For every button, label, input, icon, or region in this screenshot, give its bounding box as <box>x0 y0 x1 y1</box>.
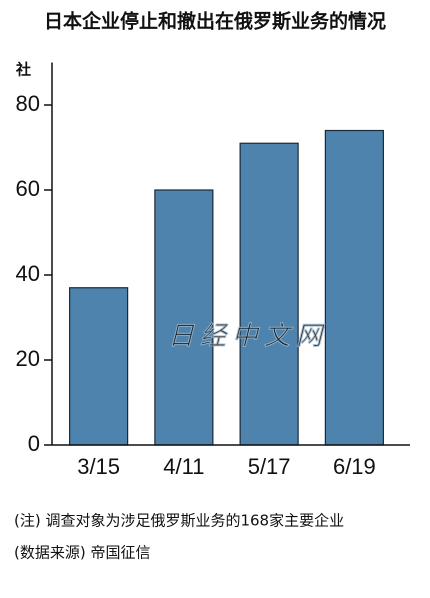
y-axis-unit: 社 <box>15 61 31 79</box>
bar <box>69 287 129 446</box>
y-tick-label: 60 <box>16 176 40 201</box>
x-tick-label: 6/19 <box>333 454 376 479</box>
x-tick-label: 3/15 <box>77 454 120 479</box>
source: (数据来源) 帝国征信 <box>14 544 150 562</box>
chart-title: 日本企业停止和撤出在俄罗斯业务的情况 <box>44 10 386 33</box>
x-tick-label: 5/17 <box>248 454 291 479</box>
y-tick-label: 40 <box>16 261 40 286</box>
bar <box>239 142 299 446</box>
bar <box>324 129 384 446</box>
y-tick-label: 20 <box>16 346 40 371</box>
x-tick-label: 4/11 <box>163 454 204 479</box>
bar <box>154 189 214 446</box>
watermark: 日经中文网 <box>168 322 328 352</box>
y-tick-label: 80 <box>16 91 40 116</box>
y-tick-label: 0 <box>28 431 40 456</box>
note: (注) 调查对象为涉足俄罗斯业务的168家主要企业 <box>14 512 344 530</box>
